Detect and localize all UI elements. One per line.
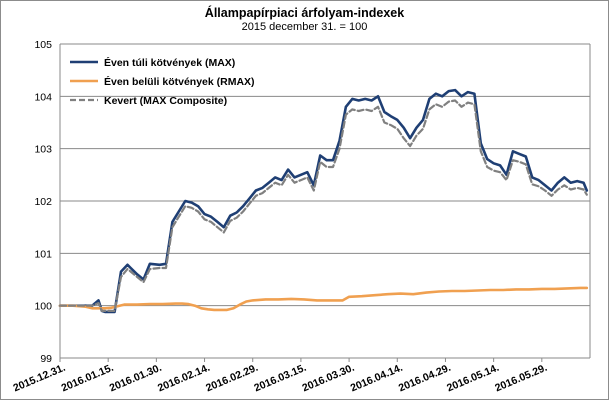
x-tick-label: 2016.02.29. xyxy=(204,362,260,395)
series-line-2 xyxy=(58,286,589,312)
chart-title: Állampapírpiaci árfolyam-indexek xyxy=(204,6,405,20)
x-tick-label: 2015.12.31. xyxy=(11,362,67,395)
y-tick-label: 100 xyxy=(34,301,52,313)
legend: Éven túli kötvények (MAX) Éven belüli köt… xyxy=(70,56,255,107)
y-tick-label: 104 xyxy=(34,91,52,103)
x-tick-label: 2016.02.14. xyxy=(156,362,212,395)
gridlines xyxy=(60,43,590,359)
y-tick-label: 101 xyxy=(34,248,52,260)
series-line-1 xyxy=(58,88,589,314)
x-tick-label: 2016.05.29. xyxy=(493,362,549,395)
y-tick-label: 103 xyxy=(34,144,52,156)
series-line-3 xyxy=(58,99,588,312)
y-tick-label: 99 xyxy=(40,353,52,365)
x-tick-label: 2016.01.15. xyxy=(60,362,116,395)
axes xyxy=(59,44,591,362)
x-tick-label: 2016.03.15. xyxy=(252,362,308,395)
legend-label-2: Éven belüli kötvények (RMAX) xyxy=(104,75,255,88)
x-tick-label: 2016.04.14. xyxy=(349,362,405,395)
x-tick-label: 2016.04.29. xyxy=(397,362,453,395)
chart-subtitle: 2015 december 31. = 100 xyxy=(241,21,368,33)
x-tick-label: 2016.05.14. xyxy=(445,362,501,395)
legend-label-3: Kevert (MAX Composite) xyxy=(104,95,227,107)
x-tick-label: 2016.03.30. xyxy=(301,362,357,395)
y-tick-label: 102 xyxy=(34,196,52,208)
x-tick-label: 2016.01.30. xyxy=(108,362,164,395)
y-tick-label: 105 xyxy=(34,39,52,51)
legend-label-1: Éven túli kötvények (MAX) xyxy=(104,56,235,69)
series-lines xyxy=(58,88,589,314)
